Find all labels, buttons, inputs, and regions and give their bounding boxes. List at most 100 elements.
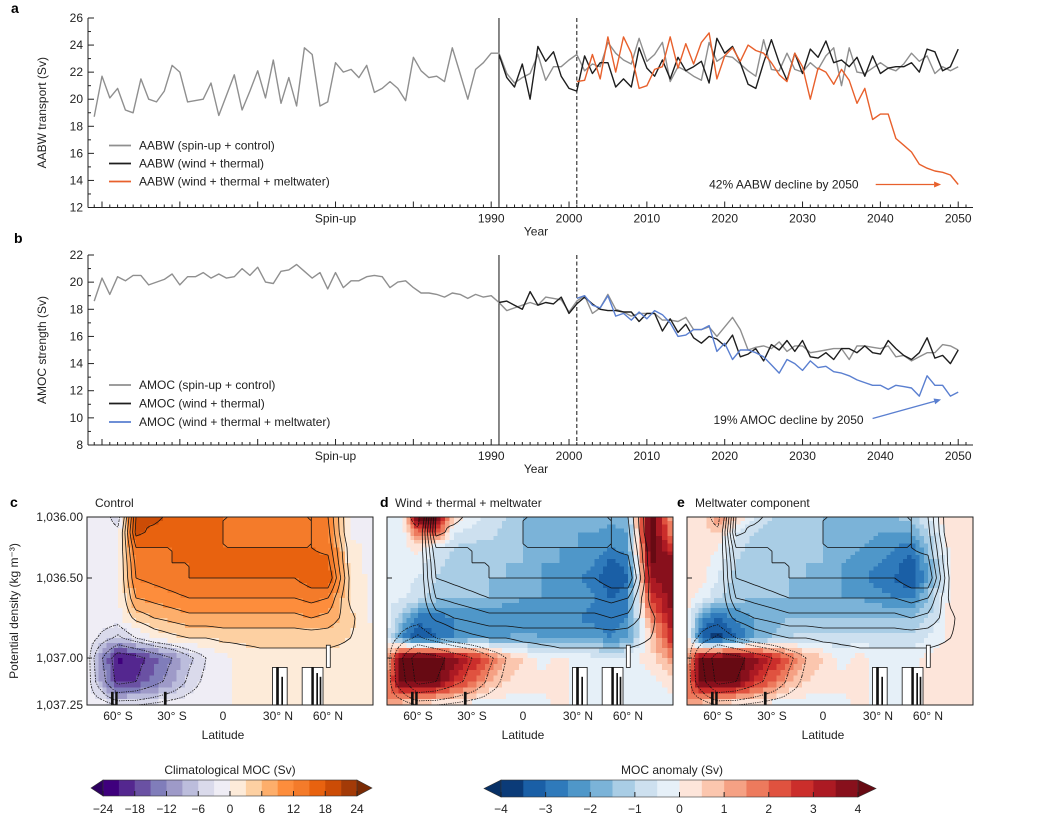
heatmap-cell [501, 520, 524, 526]
heatmap-cell [628, 608, 635, 614]
heatmap-cell [193, 658, 207, 665]
heatmap-cell [698, 633, 703, 639]
heatmap-cell [87, 613, 123, 619]
y-tick-label: 18 [70, 302, 84, 316]
heatmap-cell [818, 653, 833, 659]
heatmap-cell [87, 532, 119, 537]
heatmap-cell [644, 558, 651, 564]
heatmap-cell [127, 578, 132, 584]
heatmap-cell [445, 536, 450, 541]
heatmap-cell [661, 643, 668, 649]
heatmap-cell [87, 598, 119, 604]
heatmap-cell [406, 543, 432, 548]
heatmap-cell [387, 558, 428, 564]
heatmap-cell [687, 648, 692, 654]
heatmap-cell [122, 517, 128, 522]
heatmap-cell [845, 693, 870, 700]
heatmap-cell [633, 633, 640, 639]
heatmap-cell [789, 593, 842, 599]
heatmap-cell [650, 555, 657, 560]
heatmap-cell [650, 566, 673, 571]
heatmap-cell [586, 608, 629, 614]
heatmap-cell [394, 658, 400, 665]
heatmap-cell [933, 578, 940, 584]
heatmap-cell [406, 539, 415, 545]
heatmap-cell [736, 562, 807, 567]
heatmap-cell [440, 638, 468, 644]
heatmap-cell [944, 638, 974, 644]
heatmap-cell [582, 578, 600, 584]
heatmap-cell [484, 681, 503, 688]
heatmap-cell [510, 653, 528, 659]
heatmap-cell [714, 517, 728, 522]
heatmap-cell [154, 669, 168, 677]
contour-line [421, 516, 656, 649]
heatmap-cell [87, 558, 119, 564]
heatmap-cell [661, 681, 673, 688]
heatmap-cell [449, 517, 455, 522]
heatmap-cell [90, 653, 96, 659]
heatmap-cell [687, 555, 711, 560]
heatmap-cell [418, 574, 437, 579]
masked-region [872, 667, 888, 706]
heatmap-cell [650, 588, 663, 594]
heatmap-cell [928, 532, 940, 537]
heatmap-cell [740, 555, 824, 560]
heatmap-cell [667, 618, 674, 624]
heatmap-cell [414, 524, 423, 529]
heatmap-cell [122, 543, 128, 548]
heatmap-cell [406, 628, 415, 634]
heatmap-cell [933, 570, 940, 575]
heatmap-cell [628, 551, 635, 556]
heatmap-cell [650, 648, 657, 654]
heatmap-cell [661, 532, 668, 537]
heatmap-cell [110, 653, 115, 659]
heatmap-cell [387, 539, 407, 545]
x-tick-label: 60° S [103, 709, 132, 723]
heatmap-cell [749, 638, 768, 644]
heatmap-cell [706, 517, 715, 522]
heatmap-cell [578, 543, 629, 548]
heatmap-cell [722, 562, 737, 567]
heatmap-cell [489, 638, 604, 644]
heatmap-cell [436, 517, 441, 522]
heatmap-cell [418, 517, 437, 522]
heatmap-cell [344, 517, 351, 522]
heatmap-cell [767, 681, 777, 688]
heatmap-cell [698, 675, 741, 682]
heatmap-cell [328, 536, 335, 541]
heatmap-cell [644, 547, 651, 552]
heatmap-cell [523, 520, 629, 526]
heatmap-cell [87, 648, 92, 654]
heatmap-cell [523, 558, 561, 564]
heatmap-cell [118, 547, 123, 552]
heatmap-cell [939, 598, 951, 604]
heatmap-cell [706, 570, 719, 575]
heatmap-cell [131, 524, 137, 529]
heatmap-cell [644, 663, 663, 671]
heatmap-cell [639, 583, 646, 589]
heatmap-cell [414, 618, 455, 624]
topography-bar [911, 667, 914, 705]
heatmap-cell [422, 524, 437, 529]
heatmap-cell [319, 613, 340, 619]
heatmap-cell [118, 555, 123, 560]
colorbar-tick-label: 3 [810, 802, 817, 816]
heatmap-cell [754, 628, 777, 634]
heatmap-cell [180, 608, 329, 614]
heatmap-cell [387, 633, 392, 639]
heatmap-cell [90, 648, 100, 654]
heatmap-cell [823, 551, 856, 556]
heatmap-cell [87, 583, 119, 589]
heatmap-cell [633, 588, 640, 594]
heatmap-cell [127, 555, 132, 560]
heatmap-cell [933, 574, 940, 579]
heatmap-cell [714, 618, 723, 624]
heatmap-cell [687, 658, 692, 665]
heatmap-cell [114, 681, 141, 688]
heatmap-cell [436, 539, 446, 545]
heatmap-cell [698, 653, 723, 659]
heatmap-cell [472, 524, 503, 529]
heatmap-cell [350, 566, 363, 571]
colorbar-bin [746, 780, 770, 797]
